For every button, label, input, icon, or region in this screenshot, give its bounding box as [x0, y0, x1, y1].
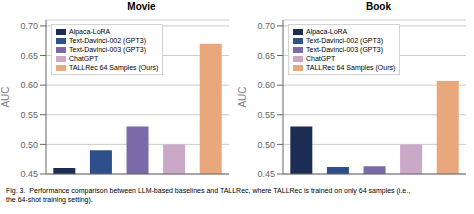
svg-text:0.45: 0.45 — [20, 169, 38, 179]
html-text:Alpaca-LoRA: Alpaca-LoRA — [306, 28, 348, 35]
html-text:TALLRec 64 Samples (Ours): TALLRec 64 Samples (Ours) — [306, 64, 396, 71]
html-text:Alpaca-LoRA: Alpaca-LoRA — [69, 28, 111, 35]
svg-text:AUC: AUC — [8, 86, 11, 107]
svg-text:0.60: 0.60 — [257, 80, 275, 90]
html-text:Fig. 3. Performance comparison: Fig. 3. Performance comparison between L… — [6, 187, 411, 203]
svg-text:0.65: 0.65 — [20, 51, 38, 61]
svg-text:0.45: 0.45 — [257, 169, 275, 179]
svg-text:0.50: 0.50 — [20, 140, 38, 150]
html-text:Text-Davinci-003 (GPT3): Text-Davinci-003 (GPT3) — [306, 46, 383, 53]
svg-text:AUC: AUC — [237, 86, 248, 107]
svg-text:0.55: 0.55 — [20, 110, 38, 120]
html-text:Text-Davinci-002 (GPT3): Text-Davinci-002 (GPT3) — [69, 37, 146, 44]
svg-text:0.60: 0.60 — [20, 80, 38, 90]
svg-text:0.55: 0.55 — [257, 110, 275, 120]
svg-text:0.70: 0.70 — [257, 21, 275, 31]
html-text:ChatGPT: ChatGPT — [306, 55, 336, 62]
html-text:ChatGPT: ChatGPT — [69, 55, 99, 62]
html-text:Text-Davinci-002 (GPT3): Text-Davinci-002 (GPT3) — [306, 37, 383, 44]
html-text:TALLRec 64 Samples (Ours): TALLRec 64 Samples (Ours) — [69, 64, 159, 71]
svg-text:0.70: 0.70 — [20, 21, 38, 31]
svg-text:0.65: 0.65 — [257, 51, 275, 61]
svg-text:0.50: 0.50 — [257, 140, 275, 150]
html-text:Text-Davinci-003 (GPT3): Text-Davinci-003 (GPT3) — [69, 46, 146, 53]
html-text:Book: Book — [366, 1, 391, 12]
html-text:Movie: Movie — [127, 1, 156, 12]
